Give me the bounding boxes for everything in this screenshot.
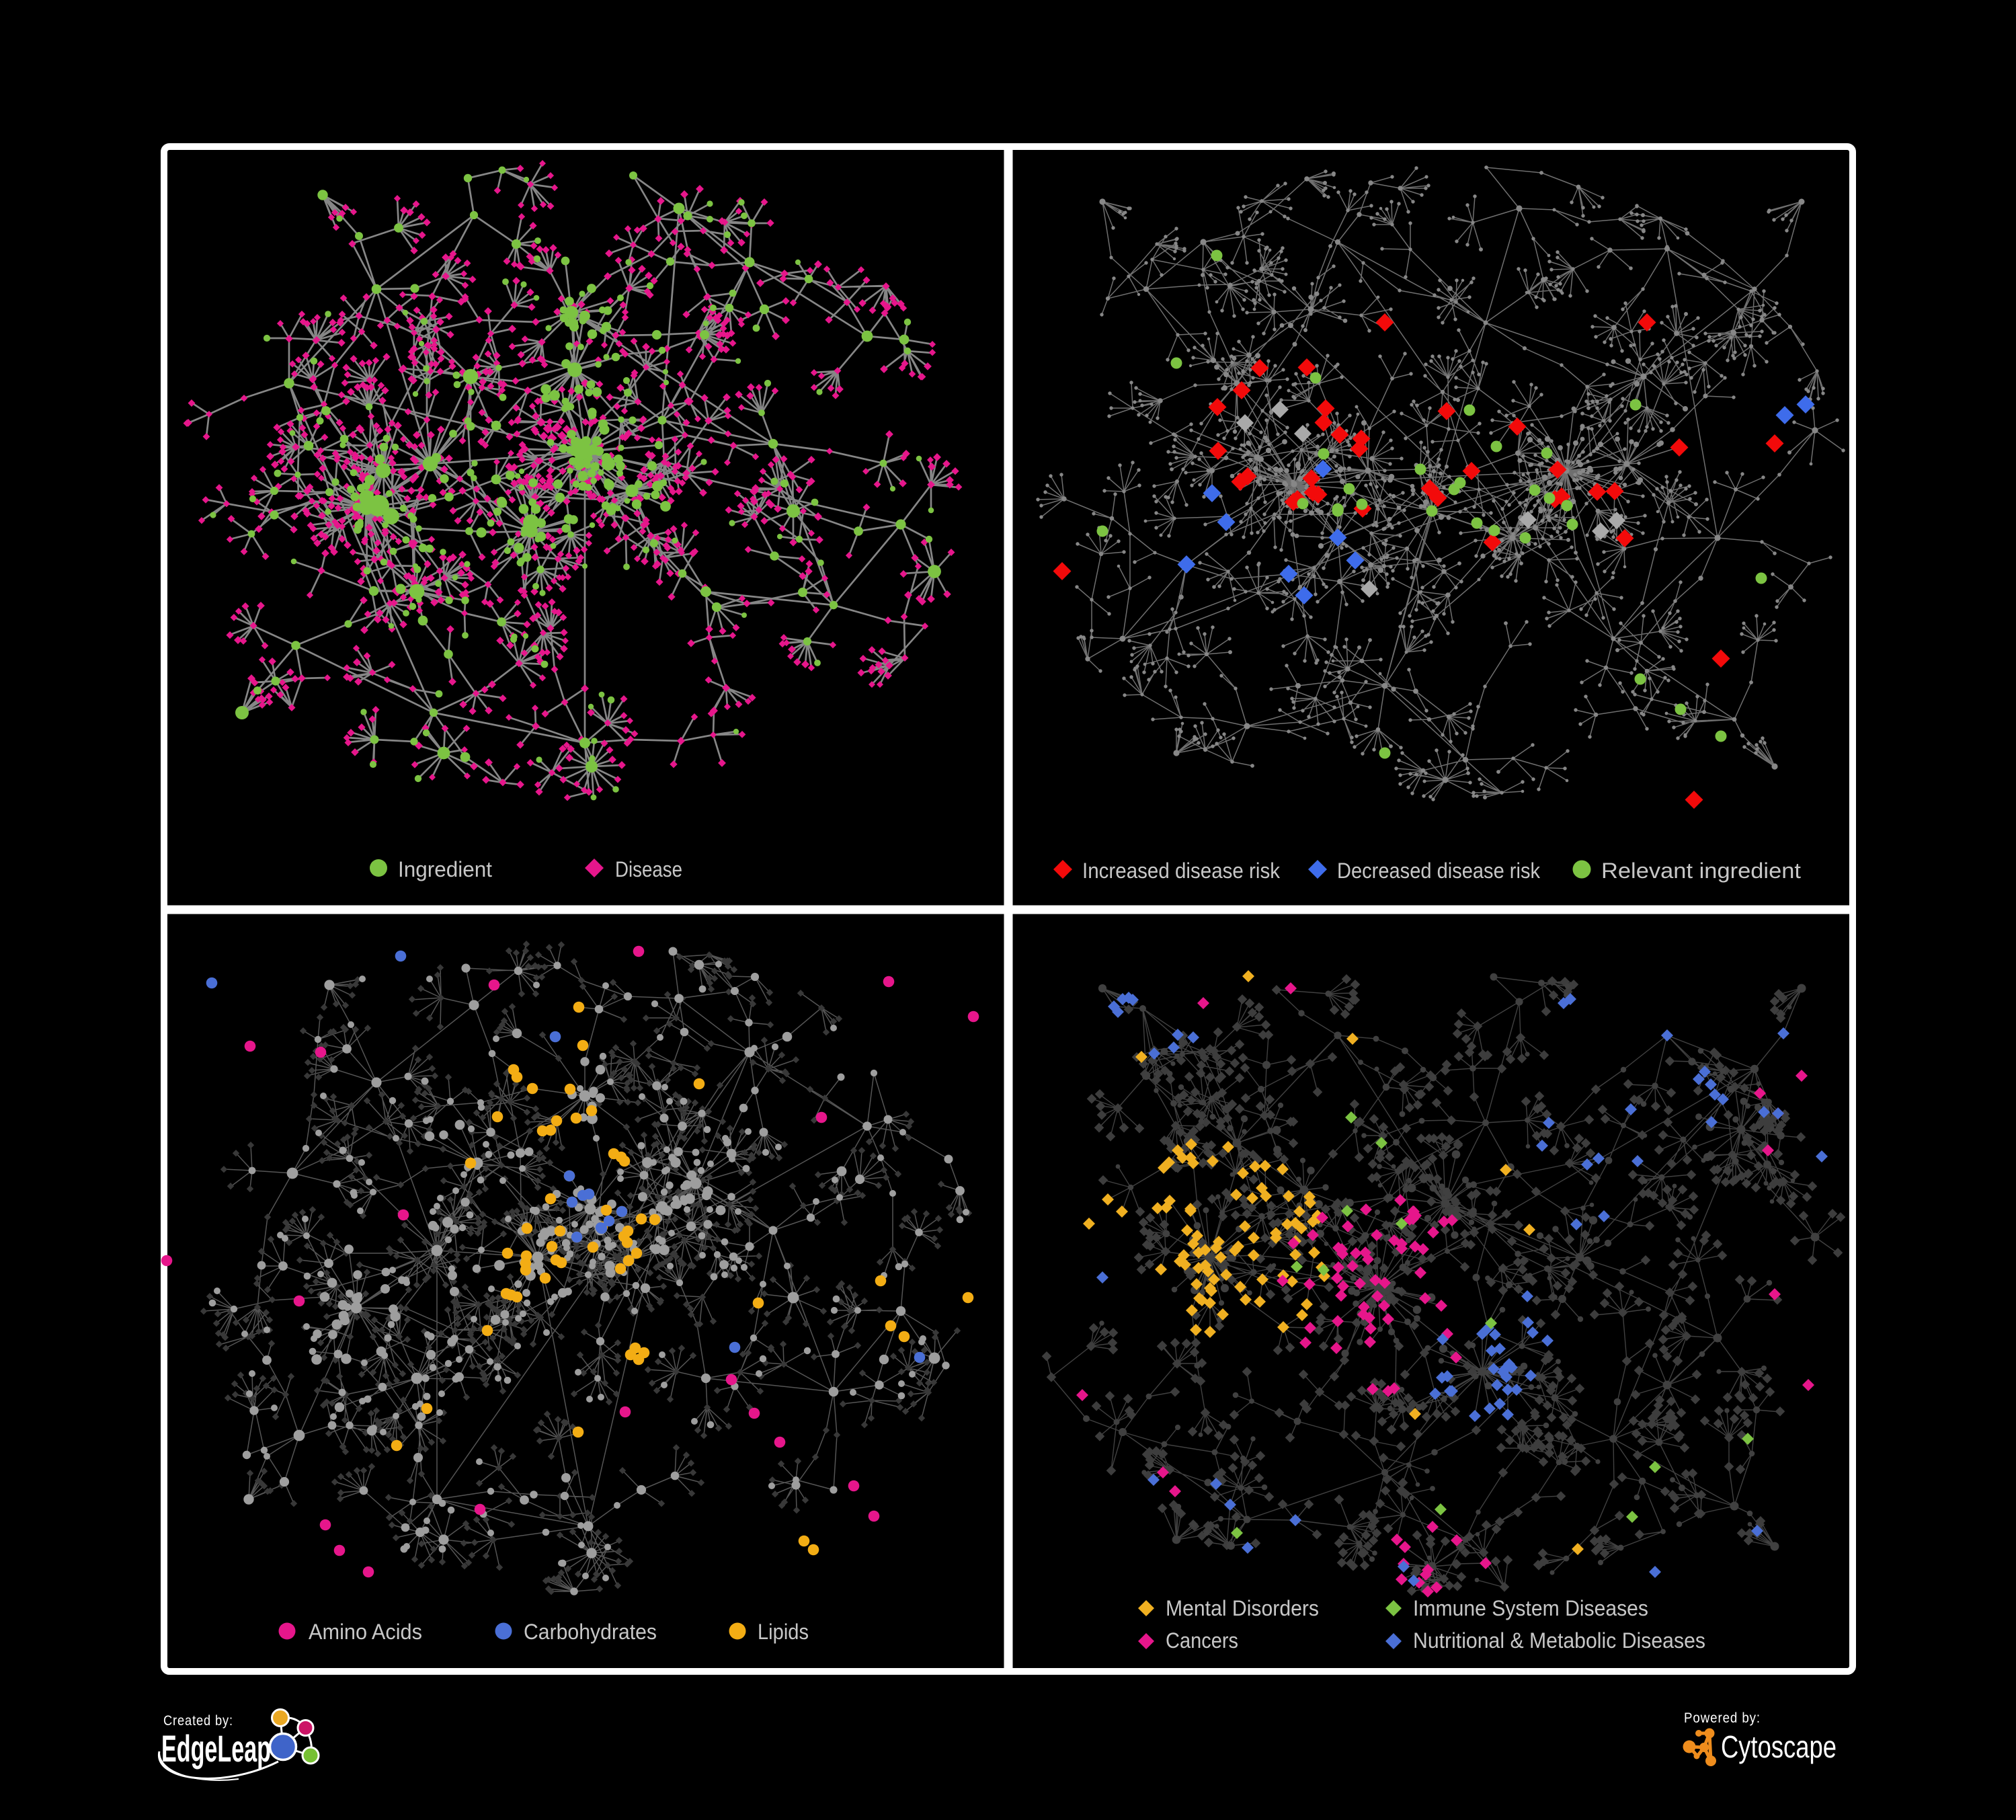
svg-text:Decreased disease risk: Decreased disease risk — [1337, 859, 1541, 883]
svg-text:Increased disease risk: Increased disease risk — [1082, 859, 1281, 883]
svg-text:Powered by:: Powered by: — [1684, 1710, 1761, 1726]
svg-text:Relevant ingredient: Relevant ingredient — [1601, 859, 1801, 883]
svg-text:Disease: Disease — [615, 857, 682, 881]
svg-text:Amino Acids: Amino Acids — [309, 1620, 422, 1644]
svg-text:Immune System Diseases: Immune System Diseases — [1413, 1596, 1648, 1620]
svg-text:Carbohydrates: Carbohydrates — [524, 1620, 657, 1644]
svg-text:Created by:: Created by: — [163, 1713, 233, 1729]
svg-text:Cancers: Cancers — [1166, 1628, 1238, 1653]
svg-text:Lipids: Lipids — [758, 1620, 809, 1644]
svg-text:Mental Disorders: Mental Disorders — [1166, 1596, 1319, 1620]
svg-text:Ingredient: Ingredient — [398, 857, 492, 881]
svg-text:EdgeLeap: EdgeLeap — [161, 1727, 271, 1770]
svg-text:Cytoscape: Cytoscape — [1721, 1729, 1837, 1764]
svg-text:Nutritional & Metabolic Diseas: Nutritional & Metabolic Diseases — [1413, 1628, 1705, 1653]
